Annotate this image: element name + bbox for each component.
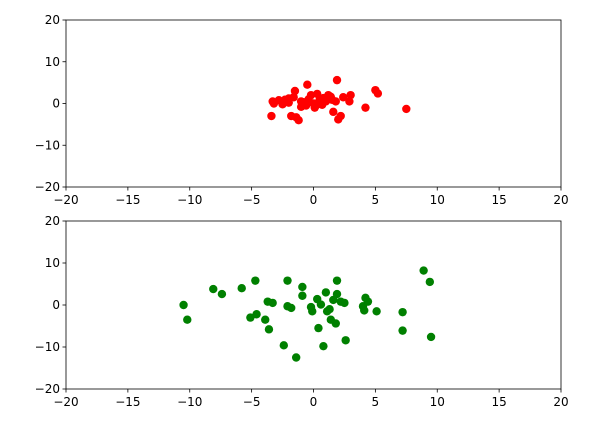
point	[321, 288, 331, 297]
point	[251, 276, 260, 285]
point	[332, 289, 342, 299]
point	[339, 93, 348, 102]
point	[284, 98, 293, 107]
y-tick-label: 0	[52, 97, 60, 111]
point	[308, 307, 317, 316]
point	[294, 116, 303, 125]
x-tick-label: −20	[53, 395, 78, 409]
point	[398, 307, 407, 317]
point	[398, 326, 407, 335]
point	[341, 336, 350, 345]
point	[301, 101, 311, 110]
point	[290, 86, 300, 96]
point	[332, 75, 342, 85]
point	[303, 80, 312, 89]
x-tick-label: −15	[115, 193, 140, 207]
x-tick-label: 5	[372, 395, 380, 409]
point	[264, 325, 274, 334]
y-tick-label: 10	[45, 55, 60, 69]
point	[289, 93, 298, 102]
point	[331, 319, 340, 328]
point	[237, 284, 246, 293]
point	[291, 353, 301, 362]
y-tick-label: −20	[35, 382, 60, 396]
axes-frame	[65, 19, 562, 188]
point	[246, 313, 255, 322]
point	[329, 107, 338, 117]
point	[298, 291, 307, 300]
point	[325, 305, 334, 314]
point	[332, 276, 342, 285]
point	[319, 341, 328, 351]
y-tick-label: 20	[45, 214, 60, 228]
point	[327, 95, 337, 104]
point	[279, 341, 288, 350]
point	[252, 310, 261, 319]
y-tick-label: −20	[35, 180, 60, 194]
point	[261, 315, 270, 324]
x-tick-label: 15	[491, 395, 506, 409]
x-tick-label: −20	[53, 193, 78, 207]
point	[402, 104, 411, 114]
x-tick-label: 10	[430, 395, 445, 409]
point	[267, 111, 276, 121]
y-tick-label: −10	[35, 340, 60, 354]
point	[372, 307, 381, 316]
point	[183, 315, 192, 324]
point	[268, 298, 277, 308]
point	[298, 282, 307, 292]
x-tick-label: −10	[177, 193, 202, 207]
point	[316, 300, 326, 309]
point	[373, 89, 383, 98]
point	[426, 332, 436, 342]
y-tick-label: 10	[45, 256, 60, 270]
y-tick-label: 0	[52, 298, 60, 312]
point	[360, 306, 369, 315]
point	[340, 298, 349, 308]
x-tick-label: −15	[115, 395, 140, 409]
point	[336, 111, 345, 121]
point	[179, 300, 188, 310]
point	[283, 276, 292, 285]
point	[425, 277, 435, 287]
point	[346, 90, 355, 100]
x-tick-label: 20	[553, 395, 568, 409]
point	[209, 284, 218, 294]
axes-frame	[65, 220, 562, 390]
point	[361, 103, 370, 112]
y-tick-label: −10	[35, 138, 60, 152]
point	[287, 303, 296, 313]
x-tick-label: −5	[243, 193, 261, 207]
point	[217, 289, 227, 299]
x-tick-label: 10	[430, 193, 445, 207]
x-tick-label: 15	[491, 193, 506, 207]
x-tick-label: −5	[243, 395, 261, 409]
x-tick-label: 20	[553, 193, 568, 207]
x-tick-label: 5	[372, 193, 380, 207]
point	[310, 103, 319, 112]
y-tick-label: 20	[45, 13, 60, 27]
point	[319, 93, 328, 103]
x-tick-label: −10	[177, 395, 202, 409]
point	[363, 297, 373, 306]
point	[419, 266, 428, 275]
x-tick-label: 0	[310, 193, 318, 207]
point	[314, 323, 323, 333]
x-tick-label: 0	[310, 395, 318, 409]
point	[345, 97, 354, 106]
